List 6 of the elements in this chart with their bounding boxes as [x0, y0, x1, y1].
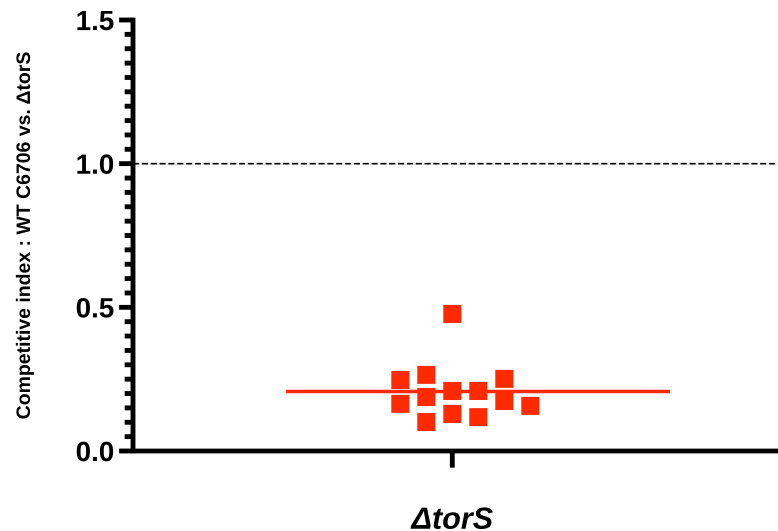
y-tick-label: 0.5 — [76, 298, 114, 318]
y-tick-label: 0.0 — [76, 442, 114, 462]
y-axis-title: Competitive index : WT C6706 vs. ΔtorS — [16, 52, 34, 419]
x-tick-label: ΔtorS — [410, 507, 493, 529]
y-tick-label: 1.0 — [77, 154, 114, 174]
y-tick-label: 1.5 — [77, 10, 114, 30]
